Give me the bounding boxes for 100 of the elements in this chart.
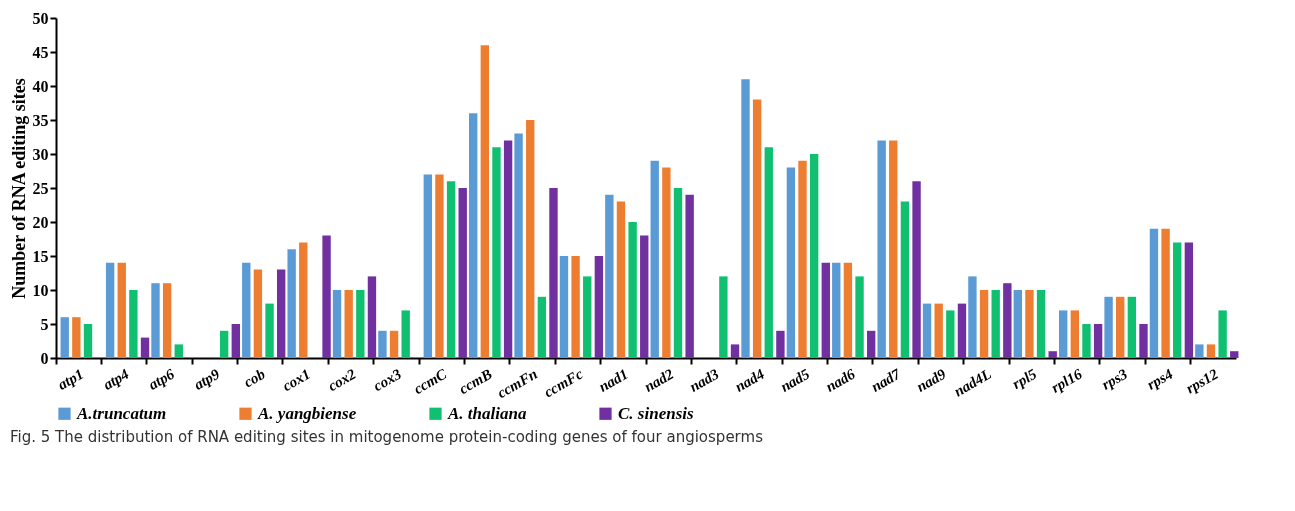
bar bbox=[514, 133, 523, 358]
bar bbox=[1149, 228, 1159, 358]
bar bbox=[1013, 290, 1022, 358]
bar bbox=[276, 269, 286, 358]
bar bbox=[1116, 296, 1125, 358]
y-tick-label: 20 bbox=[32, 213, 49, 231]
bar bbox=[1036, 290, 1046, 358]
bar bbox=[843, 262, 853, 358]
bar bbox=[299, 242, 308, 358]
bar bbox=[922, 303, 932, 358]
x-tick-label: rpl5 bbox=[1009, 365, 1040, 392]
x-tick-label: nad3 bbox=[686, 365, 723, 395]
bar bbox=[117, 262, 126, 358]
bar bbox=[1173, 242, 1182, 358]
bar bbox=[786, 167, 796, 358]
bar bbox=[1230, 351, 1239, 358]
bar bbox=[764, 147, 773, 358]
bar bbox=[809, 154, 819, 358]
bar bbox=[1139, 324, 1148, 358]
bar bbox=[719, 276, 728, 358]
y-tick-label: 15 bbox=[32, 247, 49, 265]
bar bbox=[616, 201, 626, 358]
bar bbox=[423, 174, 432, 358]
bar bbox=[492, 147, 501, 358]
y-tick-label: 25 bbox=[32, 179, 49, 197]
bar bbox=[367, 276, 377, 358]
bar bbox=[458, 188, 467, 358]
bar bbox=[129, 290, 138, 358]
bar bbox=[60, 317, 69, 358]
x-tick-label: cob bbox=[240, 365, 269, 391]
bar bbox=[594, 256, 604, 358]
x-tick-label: nad6 bbox=[823, 365, 859, 395]
x-tick-label: cox1 bbox=[279, 365, 314, 395]
y-tick-label: 0 bbox=[40, 349, 49, 367]
bar bbox=[389, 330, 399, 358]
y-tick-label: 10 bbox=[32, 281, 49, 299]
bar bbox=[752, 99, 762, 358]
bar bbox=[503, 140, 513, 358]
bar bbox=[151, 283, 160, 358]
bar bbox=[583, 276, 592, 358]
bar bbox=[855, 276, 864, 358]
x-tick-label: ccmC bbox=[410, 365, 451, 397]
bar bbox=[1218, 310, 1227, 358]
bar bbox=[934, 303, 943, 358]
bar bbox=[401, 310, 410, 358]
bar bbox=[242, 262, 251, 358]
bar bbox=[1127, 296, 1137, 358]
y-tick-label: 40 bbox=[32, 77, 49, 95]
y-tick-label: 30 bbox=[32, 145, 49, 163]
bar bbox=[549, 188, 558, 358]
y-tick-label: 5 bbox=[40, 315, 49, 333]
bar bbox=[1195, 344, 1204, 358]
bar bbox=[356, 290, 365, 358]
bar bbox=[1003, 283, 1012, 358]
x-tick-label: nad1 bbox=[596, 365, 631, 395]
bar bbox=[1059, 310, 1068, 358]
bar bbox=[559, 256, 569, 358]
x-tick-label: atp1 bbox=[55, 365, 87, 393]
bar bbox=[231, 324, 240, 358]
bar bbox=[946, 310, 955, 358]
bar bbox=[105, 262, 115, 358]
bar bbox=[287, 249, 296, 358]
bar bbox=[1093, 324, 1103, 358]
bar bbox=[469, 113, 478, 358]
x-tick-label: nad5 bbox=[777, 365, 813, 395]
bar bbox=[1048, 351, 1057, 358]
bar bbox=[253, 269, 263, 358]
bar bbox=[378, 330, 387, 358]
bar bbox=[83, 324, 93, 358]
bar bbox=[866, 330, 876, 358]
x-tick-label: rps3 bbox=[1098, 365, 1131, 393]
y-tick-label: 45 bbox=[32, 43, 49, 61]
bar bbox=[1184, 242, 1194, 358]
x-tick-label: cox2 bbox=[325, 365, 359, 395]
bar bbox=[979, 290, 989, 358]
x-tick-label: rpl16 bbox=[1048, 365, 1086, 396]
bar bbox=[322, 235, 331, 358]
bar bbox=[1161, 228, 1170, 358]
x-tick-label: nad9 bbox=[913, 365, 949, 395]
bar bbox=[344, 290, 353, 358]
x-tick-label: atp9 bbox=[191, 365, 223, 393]
bar bbox=[140, 337, 150, 358]
bar bbox=[991, 290, 1000, 358]
bar bbox=[1070, 310, 1080, 358]
x-tick-label: rps12 bbox=[1183, 365, 1222, 397]
bar bbox=[1206, 344, 1216, 358]
y-tick-label: 50 bbox=[32, 9, 49, 27]
bar bbox=[877, 140, 886, 358]
x-tick-label: nad4 bbox=[732, 365, 768, 395]
y-axis-title: Number of RNA editing sites bbox=[8, 78, 29, 299]
legend-label: A. yangbiense bbox=[257, 403, 357, 423]
bar bbox=[1104, 296, 1113, 358]
bar bbox=[72, 317, 81, 358]
bar bbox=[174, 344, 183, 358]
bar bbox=[526, 120, 535, 358]
bar bbox=[640, 235, 649, 358]
bar bbox=[1025, 290, 1034, 358]
x-tick-label: nad2 bbox=[641, 365, 677, 395]
bar bbox=[776, 330, 785, 358]
legend-label: A. thaliana bbox=[447, 403, 527, 423]
